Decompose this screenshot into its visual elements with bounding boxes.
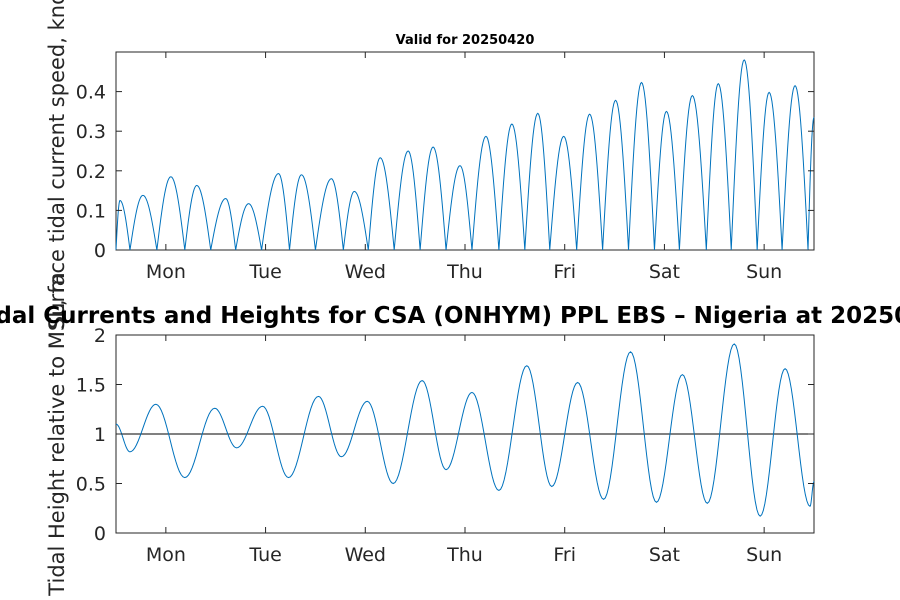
height-y-axis-label: Tidal Height relative to MSL, m <box>45 272 69 596</box>
height-ytick-label: 1 <box>94 424 106 446</box>
height-xtick-label: Fri <box>553 544 576 566</box>
height-ytick-label: 0 <box>94 523 106 545</box>
height-y-ticks: 0 0.5 1 1.5 2 <box>76 325 814 545</box>
current-ytick-label: 0.3 <box>76 121 106 143</box>
height-ytick-label: 0.5 <box>76 474 106 496</box>
height-xtick-label: Tue <box>248 544 281 566</box>
current-plot-area <box>115 51 815 251</box>
current-x-ticks: Mon Tue Wed Thu Fri Sat Sun <box>146 52 782 283</box>
current-xtick-label: Thu <box>446 261 483 283</box>
current-xtick-label: Mon <box>146 261 186 283</box>
height-xtick-label: Thu <box>446 544 483 566</box>
current-ytick-label: 0.4 <box>76 82 106 104</box>
current-ytick-label: 0.2 <box>76 161 106 183</box>
current-xtick-label: Sun <box>746 261 782 283</box>
tidal-height-axes: 0 0.5 1 1.5 2 Mon Tue Wed Thu Fri Sat Sun Tidal He… <box>45 272 815 597</box>
height-ytick-label: 1.5 <box>76 375 106 397</box>
height-xtick-label: Sat <box>649 544 680 566</box>
height-xtick-label: Wed <box>345 544 386 566</box>
current-y-ticks: 0 0.1 0.2 0.3 0.4 <box>76 82 814 262</box>
height-ytick-label: 2 <box>94 325 106 347</box>
current-xtick-label: Wed <box>345 261 386 283</box>
current-xtick-label: Sat <box>649 261 680 283</box>
height-x-ticks: Mon Tue Wed Thu Fri Sat Sun <box>146 335 782 566</box>
current-ytick-label: 0.1 <box>76 200 106 222</box>
height-xtick-label: Mon <box>146 544 186 566</box>
current-series-group <box>115 59 815 251</box>
current-xtick-label: Fri <box>553 261 576 283</box>
current-y-axis-label: Surface tidal current speed, knots <box>45 0 69 329</box>
height-xtick-label: Sun <box>746 544 782 566</box>
main-chart-title: Tidal Currents and Heights for CSA (ONHY… <box>0 303 900 329</box>
current-xtick-label: Tue <box>248 261 281 283</box>
height-series-group <box>115 343 815 517</box>
current-ytick-label: 0 <box>94 240 106 262</box>
current-speed-line <box>115 59 815 251</box>
current-speed-axes: 0 0.1 0.2 0.3 0.4 Mon Tue Wed Thu Fri Sat Sun Vali… <box>45 0 815 329</box>
tidal-height-line <box>115 343 815 517</box>
current-chart-title: Valid for 20250420 <box>396 33 535 48</box>
